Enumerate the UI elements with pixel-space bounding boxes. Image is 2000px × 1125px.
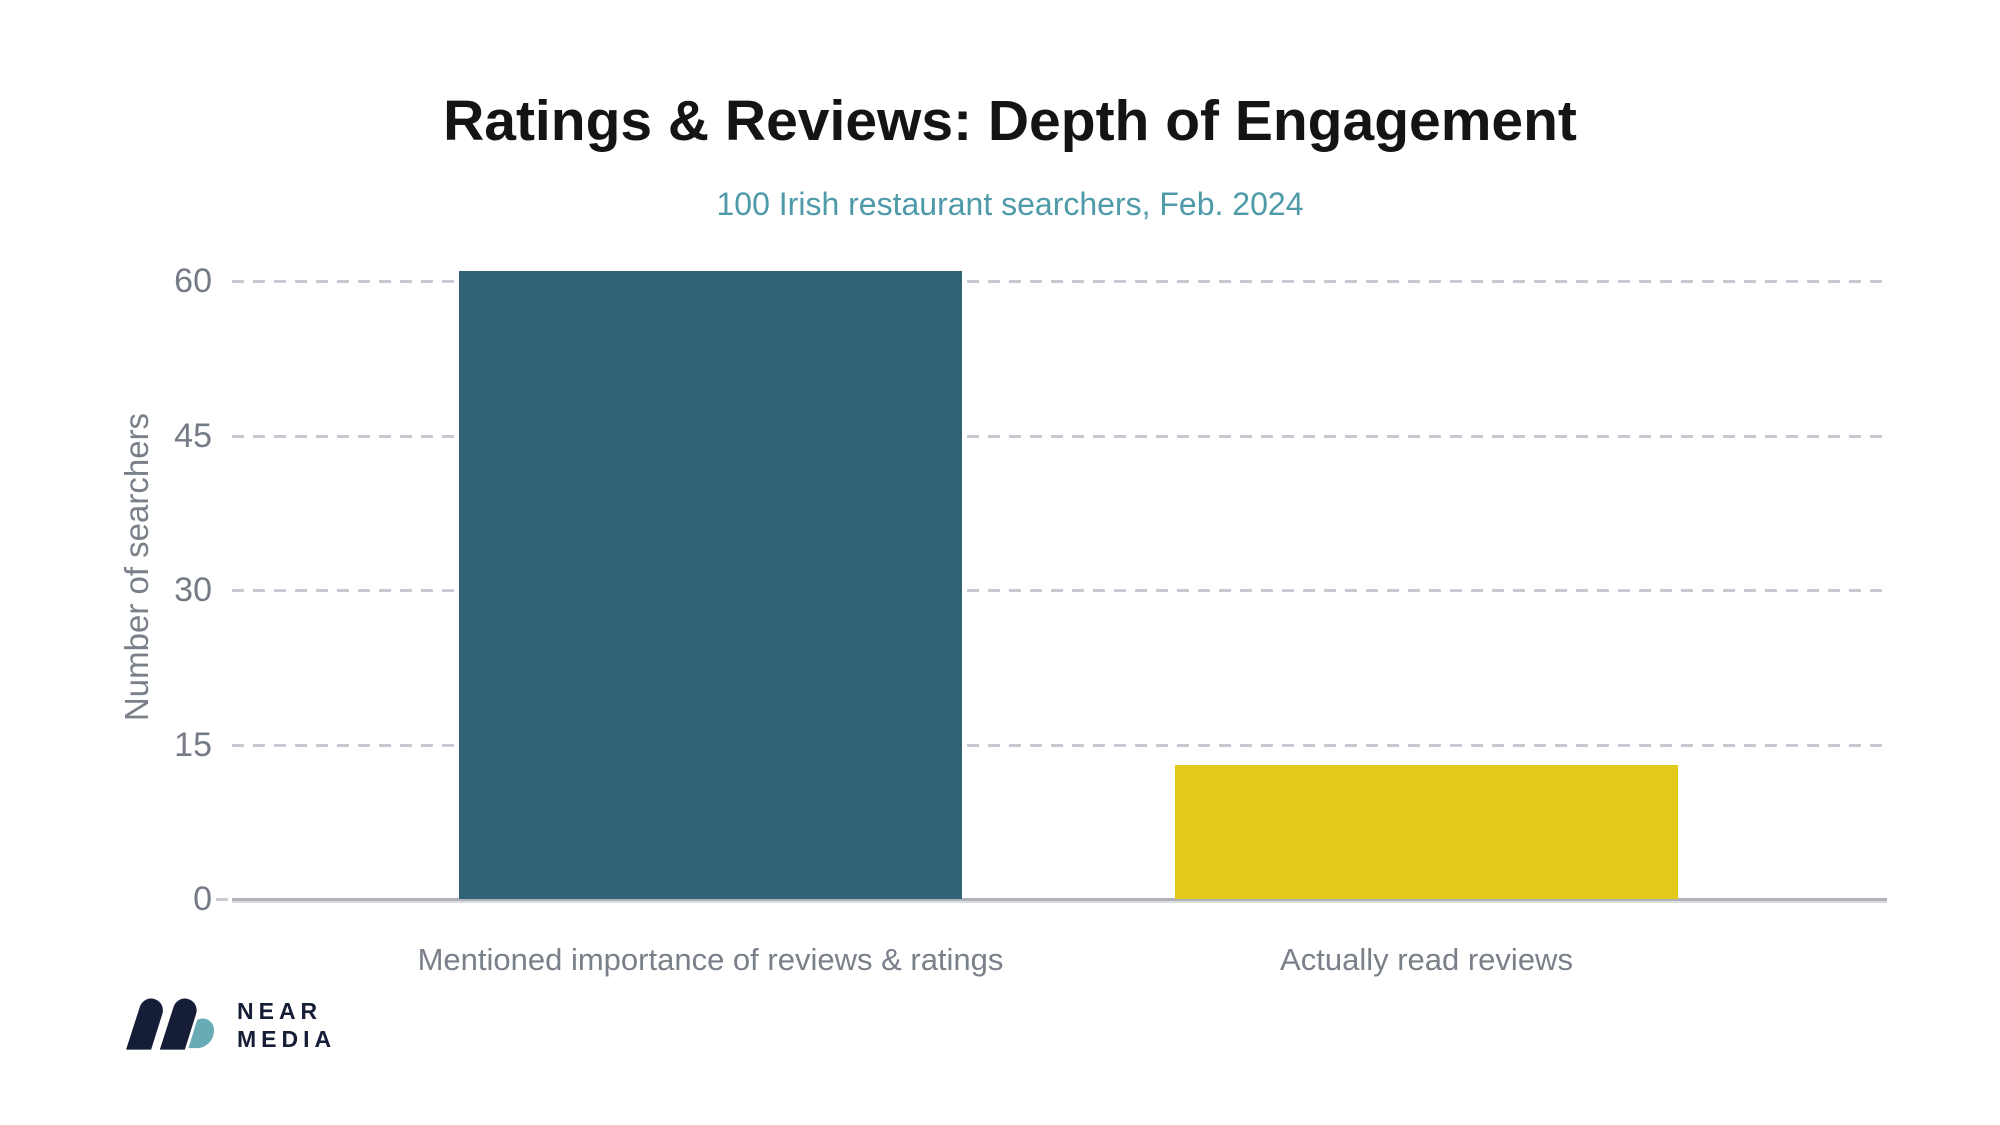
gridline-45 bbox=[232, 434, 1887, 438]
bar-0 bbox=[459, 271, 962, 899]
bar-1 bbox=[1175, 765, 1678, 899]
y-axis-title: Number of searchers bbox=[118, 412, 155, 722]
near-media-wordmark: NEAR MEDIA bbox=[237, 997, 336, 1053]
logo-stroke-left bbox=[126, 998, 163, 1050]
near-media-logo-icon bbox=[126, 998, 215, 1050]
wordmark-line-media: MEDIA bbox=[237, 1026, 337, 1052]
y-tick-label-30: 30 bbox=[174, 571, 212, 609]
x-category-label-1: Actually read reviews bbox=[1280, 942, 1573, 977]
plot-area bbox=[216, 271, 1887, 901]
y-tick-label-45: 45 bbox=[174, 416, 212, 455]
x-axis-baseline bbox=[216, 898, 1887, 901]
y-tick-label-15: 15 bbox=[174, 725, 212, 764]
wordmark-line-near: NEAR bbox=[237, 998, 323, 1024]
y-tick-label-60: 60 bbox=[174, 262, 212, 300]
chart-title: Ratings & Reviews: Depth of Engagement bbox=[443, 89, 1577, 153]
gridline-15 bbox=[232, 743, 1887, 747]
gridline-30 bbox=[232, 589, 1887, 592]
chart-subtitle: 100 Irish restaurant searchers, Feb. 202… bbox=[716, 186, 1304, 222]
logo-teal-shape bbox=[188, 1018, 215, 1049]
logo-stroke-right bbox=[159, 998, 197, 1050]
y-tick-label-0: 0 bbox=[193, 880, 212, 918]
x-category-label-0: Mentioned importance of reviews & rating… bbox=[417, 942, 1004, 977]
gridline-60 bbox=[232, 280, 1887, 283]
near-media-logo: NEAR MEDIA bbox=[123, 986, 483, 1076]
